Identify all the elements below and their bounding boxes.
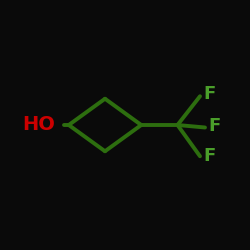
Text: HO: HO: [22, 116, 56, 134]
Text: F: F: [204, 85, 216, 103]
Text: F: F: [209, 117, 221, 135]
Text: F: F: [204, 147, 216, 165]
